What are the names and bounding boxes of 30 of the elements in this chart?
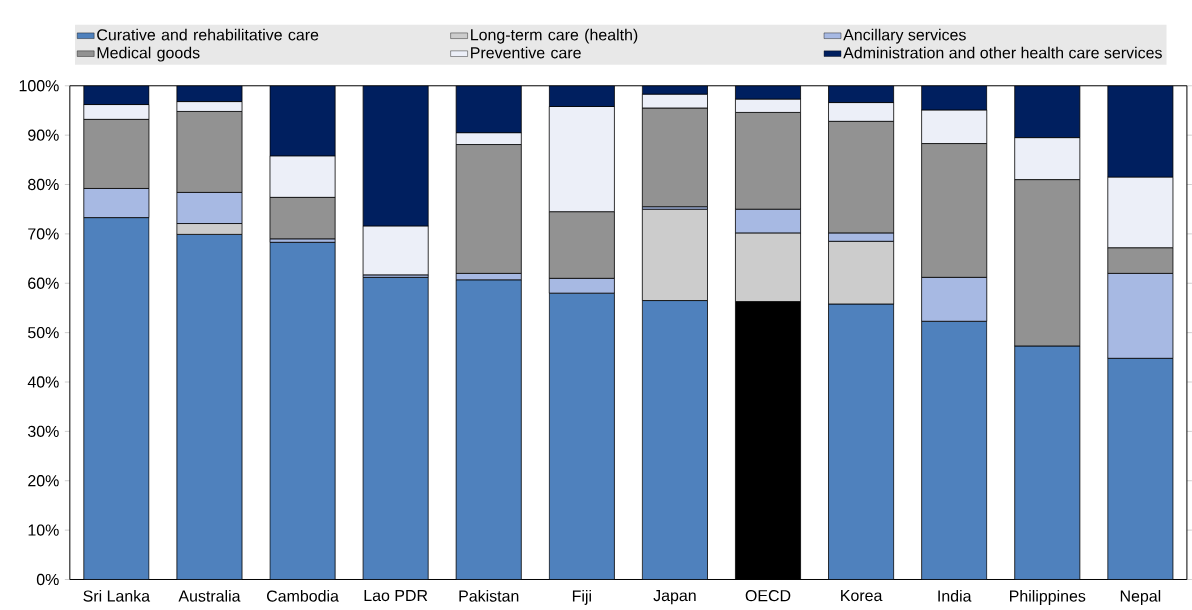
x-tick-label: OECD: [745, 589, 791, 602]
y-tick-label: 50%: [28, 326, 59, 339]
bar: [269, 241, 336, 580]
x-tick-label: Australia: [178, 589, 241, 602]
legend-label: Administration and other health care services: [843, 46, 1162, 59]
y-tick-label: 30%: [27, 425, 59, 437]
y-tick-label: 0%: [36, 573, 59, 586]
legend-label: Ancillary services: [843, 28, 966, 44]
y-tick-label: 70%: [28, 228, 59, 240]
x-tick-label: Nepal: [1120, 589, 1161, 605]
x-tick-label: Pakistan: [459, 589, 519, 602]
legend-label: Curative and rehabilitative care: [97, 28, 319, 41]
y-tick-label: 90%: [28, 129, 59, 141]
y-tick-label: 40%: [27, 376, 59, 388]
x-tick-label: Philippines: [1010, 589, 1086, 605]
x-tick-label: Cambodia: [267, 589, 339, 602]
x-tick-label: Korea: [841, 589, 883, 602]
x-tick-label: Lao PDR: [364, 589, 428, 602]
y-tick-label: 60%: [28, 277, 59, 289]
x-tick-label: Sri Lanka: [83, 589, 151, 602]
x-tick-label: Fiji: [572, 589, 591, 605]
legend-label: Medical goods: [97, 46, 200, 62]
y-tick-label: 10%: [28, 524, 59, 536]
x-tick-label: Japan: [653, 589, 696, 605]
legend-label: Preventive care: [471, 46, 581, 59]
x-tick-label: India: [938, 589, 972, 602]
y-tick-label: 100%: [19, 80, 59, 92]
y-tick-label: 20%: [28, 475, 59, 487]
y-tick-label: 80%: [28, 178, 59, 191]
legend-label: Long-term care (health): [471, 28, 638, 44]
